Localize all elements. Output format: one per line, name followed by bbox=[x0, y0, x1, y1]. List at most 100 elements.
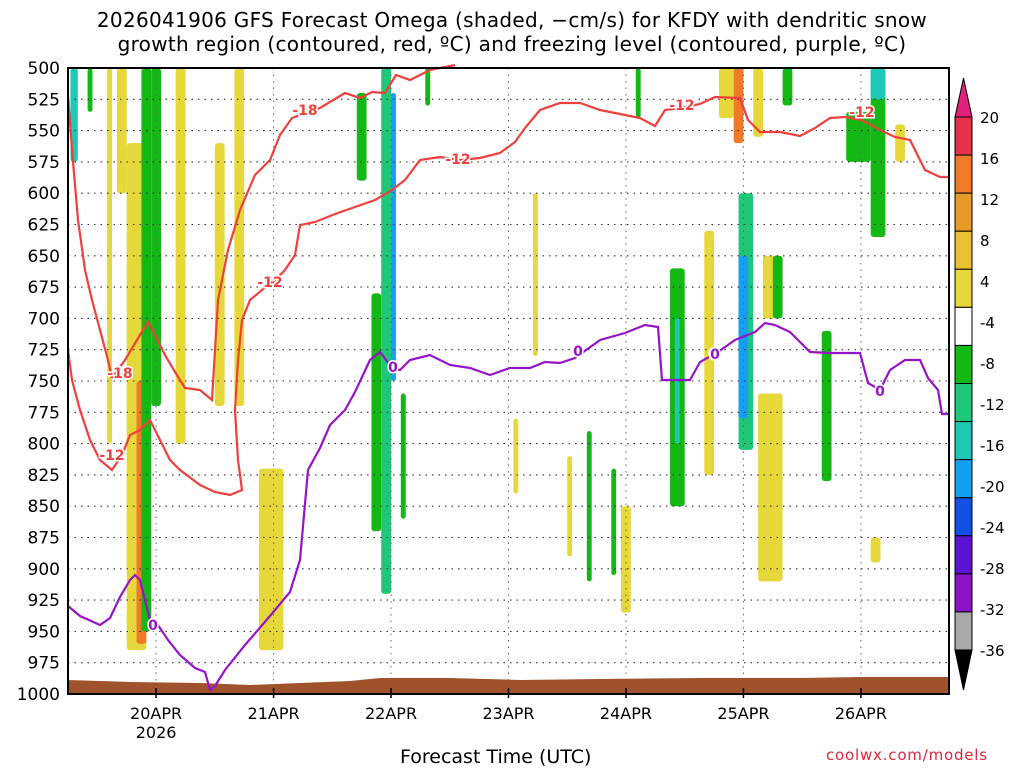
colorbar-segment bbox=[954, 230, 973, 270]
y-tick-label: 975 bbox=[28, 654, 60, 674]
dendritic-minus18-contour-loop bbox=[111, 63, 456, 403]
colorbar-segment bbox=[954, 611, 973, 651]
colorbar-segment bbox=[954, 383, 973, 423]
omega-shade-band bbox=[400, 393, 406, 519]
contour-label: -18 bbox=[292, 103, 317, 119]
dendritic-minus12-contour-main bbox=[66, 95, 949, 497]
freezing-level-contour bbox=[67, 321, 949, 692]
omega-shade-band bbox=[532, 193, 538, 356]
y-tick-label: 800 bbox=[28, 435, 60, 455]
colorbar-segment bbox=[954, 192, 973, 232]
colorbar-segment bbox=[954, 116, 973, 156]
omega-shade-band bbox=[733, 68, 744, 144]
contour-label: -12 bbox=[669, 98, 694, 114]
colorbar-segment bbox=[954, 268, 973, 308]
omega-shade-band bbox=[356, 93, 367, 181]
omega-shade-band bbox=[70, 68, 78, 162]
colorbar-label: -20 bbox=[980, 478, 1005, 496]
omega-shade-band bbox=[895, 124, 905, 162]
y-tick-label: 950 bbox=[28, 622, 60, 642]
contour-label: -12 bbox=[849, 105, 874, 121]
omega-shade-band bbox=[846, 111, 871, 162]
omega-shade-band bbox=[371, 293, 382, 532]
y-tick-label: 825 bbox=[28, 466, 60, 486]
colorbar-label: -24 bbox=[980, 519, 1005, 537]
colorbar-bottom-arrow bbox=[954, 649, 973, 691]
x-tick-label: 24APR bbox=[600, 704, 652, 723]
colorbar: 20 16 12 8 4 -4 -8 -12 -16 -20 -24 -28 -32 -36 bbox=[954, 77, 1005, 691]
omega-shade-band bbox=[214, 143, 225, 407]
omega-shade-band bbox=[258, 468, 284, 651]
omega-shade-band bbox=[425, 68, 431, 106]
colorbar-segment bbox=[954, 421, 973, 461]
y-tick-label: 650 bbox=[28, 247, 60, 267]
y-tick-label: 775 bbox=[28, 403, 60, 423]
colorbar-label: 8 bbox=[980, 232, 990, 250]
y-tick-label: 750 bbox=[28, 372, 60, 392]
contour-label: 0 bbox=[710, 347, 720, 363]
site-credit: coolwx.com/models bbox=[826, 746, 988, 764]
omega-shade-band bbox=[381, 68, 392, 594]
x-tick-label: 26APR bbox=[835, 704, 887, 723]
contour-label: -18 bbox=[107, 366, 132, 382]
colorbar-label: -16 bbox=[980, 437, 1005, 455]
contour-label: 0 bbox=[709, 347, 719, 363]
omega-shade-band bbox=[782, 68, 793, 106]
y-tick-label: 1000 bbox=[17, 685, 60, 705]
contour-label: -12 bbox=[257, 275, 282, 291]
omega-shade-band bbox=[718, 68, 734, 119]
contour-label: 0 bbox=[148, 618, 158, 634]
x-tick-sublabel: 2026 bbox=[136, 723, 177, 742]
colorbar-label: -8 bbox=[980, 355, 995, 373]
y-tick-label: 850 bbox=[28, 497, 60, 517]
omega-shade-band bbox=[753, 68, 764, 137]
y-tick-label: 525 bbox=[28, 90, 60, 110]
colorbar-label: -12 bbox=[980, 396, 1005, 414]
omega-shade-band bbox=[116, 68, 127, 194]
omega-shade-band bbox=[870, 537, 881, 563]
y-tick-label: 900 bbox=[28, 560, 60, 580]
colorbar-segment bbox=[954, 459, 973, 499]
x-tick-label: 25APR bbox=[717, 704, 769, 723]
colorbar-label: 12 bbox=[980, 191, 999, 209]
colorbar-label: 4 bbox=[980, 273, 990, 291]
y-tick-label: 700 bbox=[28, 309, 60, 329]
x-tick-label: 20APR bbox=[130, 704, 182, 723]
omega-shade-band bbox=[704, 230, 715, 475]
colorbar-segment bbox=[954, 344, 973, 384]
omega-shade-band bbox=[758, 393, 783, 582]
contour-label: -12 bbox=[99, 448, 124, 464]
colorbar-label: -28 bbox=[980, 560, 1005, 578]
chart-title-line-2: growth region (contoured, red, ºC) and f… bbox=[117, 32, 907, 56]
colorbar-segment bbox=[954, 154, 973, 194]
y-tick-label: 625 bbox=[28, 216, 60, 236]
colorbar-label: -4 bbox=[980, 314, 995, 332]
omega-shade-band bbox=[513, 418, 519, 494]
omega-shade-band bbox=[87, 68, 93, 112]
chart-title-line-1: 2026041906 GFS Forecast Omega (shaded, −… bbox=[96, 8, 928, 32]
y-tick-label: 600 bbox=[28, 184, 60, 204]
colorbar-top-arrow bbox=[954, 77, 973, 118]
colorbar-segment bbox=[954, 573, 973, 613]
terrain-surface bbox=[68, 677, 949, 694]
colorbar-label: -32 bbox=[980, 601, 1005, 619]
omega-shade-band bbox=[611, 468, 617, 576]
y-tick-label: 875 bbox=[28, 529, 60, 549]
colorbar-segment bbox=[954, 497, 973, 537]
x-axis-label: Forecast Time (UTC) bbox=[400, 746, 592, 768]
omega-shade-band bbox=[175, 68, 186, 444]
omega-shade-band bbox=[870, 68, 886, 238]
colorbar-segment bbox=[954, 535, 973, 575]
omega-shade-band bbox=[635, 68, 641, 119]
omega-shade-band bbox=[870, 68, 886, 100]
y-tick-label: 575 bbox=[28, 153, 60, 173]
x-tick-label: 21APR bbox=[248, 704, 300, 723]
colorbar-label: 16 bbox=[980, 150, 999, 168]
contour-label: 0 bbox=[388, 360, 398, 376]
colorbar-label: 20 bbox=[980, 109, 999, 127]
dendritic-minus18-contour-left bbox=[66, 94, 114, 379]
y-tick-label: 550 bbox=[28, 122, 60, 142]
contour-label: 0 bbox=[573, 344, 583, 360]
contour-label: -12 bbox=[445, 152, 470, 168]
